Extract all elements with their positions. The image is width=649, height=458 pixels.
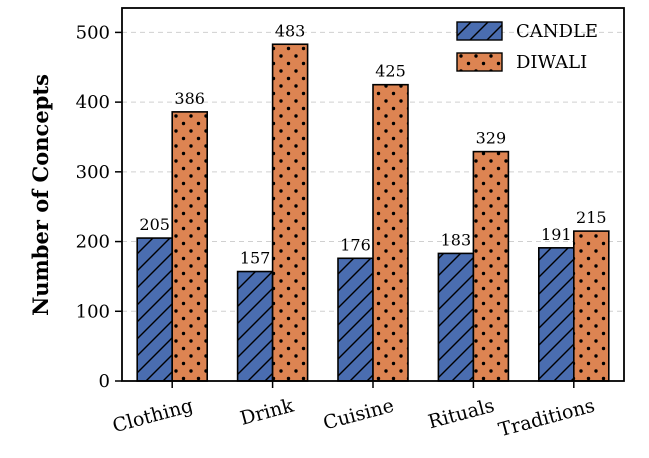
value-label-candle-drink: 157 xyxy=(240,249,271,268)
y-tick-label: 100 xyxy=(76,301,110,322)
y-tick-label: 500 xyxy=(76,22,110,43)
value-label-candle-clothing: 205 xyxy=(139,215,170,234)
x-tick-label-traditions: Traditions xyxy=(496,395,597,442)
legend-swatch-candle-outline xyxy=(456,21,503,41)
bar-candle-traditions-outline xyxy=(537,247,575,382)
bar-diwali-rituals-outline xyxy=(472,150,510,382)
value-label-candle-rituals: 183 xyxy=(441,230,472,249)
value-label-diwali-drink: 483 xyxy=(275,21,306,40)
x-tick-label-drink: Drink xyxy=(238,394,296,429)
x-tick-label-cuisine: Cuisine xyxy=(321,395,396,435)
y-tick-label: 0 xyxy=(99,371,110,392)
bar-candle-clothing-outline xyxy=(136,237,173,382)
value-label-diwali-clothing: 386 xyxy=(174,89,205,108)
x-axis-ticks: Clothing Drink Cuisine Rituals Traditions xyxy=(110,381,597,441)
bars-group xyxy=(136,43,610,382)
x-tick-label-rituals: Rituals xyxy=(426,395,497,434)
legend-label-diwali: DIWALI xyxy=(516,52,587,73)
bar-candle-cuisine-outline xyxy=(337,257,374,382)
legend-label-candle: CANDLE xyxy=(516,21,598,42)
y-tick-label: 300 xyxy=(76,162,110,183)
bar-diwali-clothing-outline xyxy=(171,111,208,382)
bar-diwali-traditions-outline xyxy=(572,230,610,382)
legend: CANDLE DIWALI xyxy=(456,21,598,73)
bar-diwali-cuisine-outline xyxy=(372,83,409,382)
value-label-diwali-traditions: 215 xyxy=(576,208,607,227)
legend-swatch-diwali-outline xyxy=(456,52,503,72)
y-axis-label: Number of Concepts xyxy=(28,74,53,316)
y-tick-label: 400 xyxy=(76,92,110,113)
value-label-candle-cuisine: 176 xyxy=(340,235,371,254)
y-tick-label: 200 xyxy=(76,232,110,253)
bar-diwali-drink-outline xyxy=(271,43,309,382)
value-label-candle-traditions: 191 xyxy=(541,225,572,244)
bar-candle-rituals-outline xyxy=(437,252,475,382)
bar-candle-drink-outline xyxy=(236,270,274,382)
x-tick-label-clothing: Clothing xyxy=(110,395,195,438)
value-label-diwali-rituals: 329 xyxy=(476,129,507,148)
y-axis-ticks: 0 100 200 300 400 500 xyxy=(76,22,122,392)
value-label-diwali-cuisine: 425 xyxy=(375,62,406,81)
